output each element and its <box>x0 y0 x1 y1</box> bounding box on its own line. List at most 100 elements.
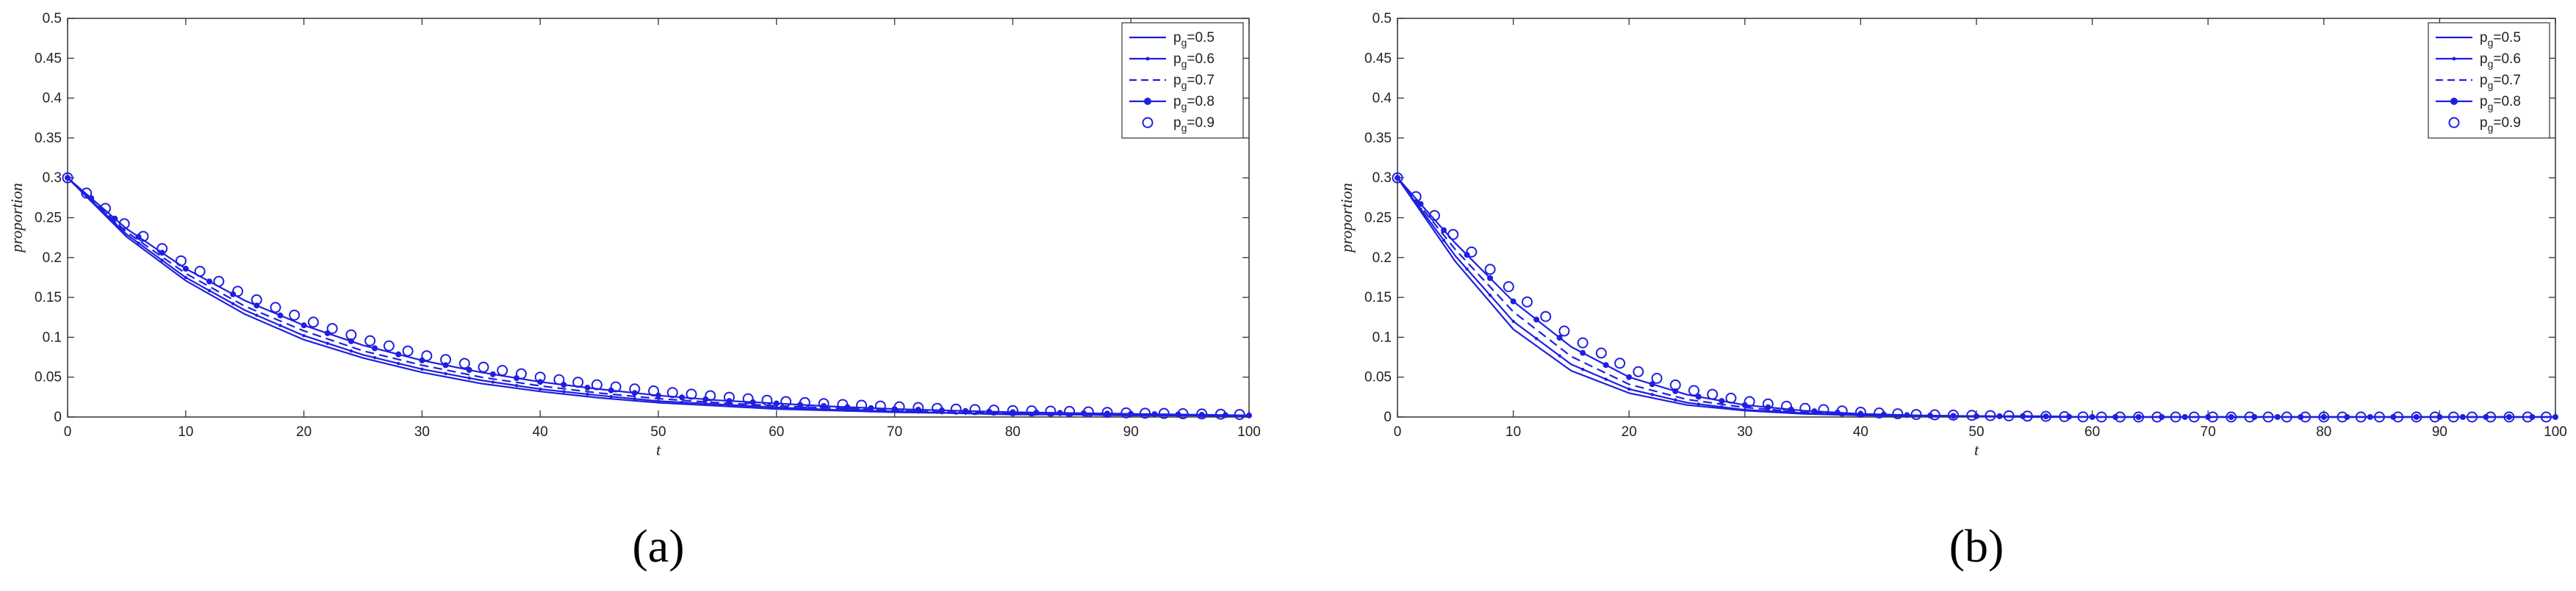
x-tick-label: 80 <box>2316 424 2331 440</box>
plot-area-frame <box>67 18 1250 418</box>
legend-item: pg=0.5 <box>1129 30 1215 48</box>
data-point-circle <box>1484 264 1496 275</box>
data-point-circle <box>2522 411 2533 423</box>
data-point-dot <box>1743 408 1746 412</box>
data-point-dot <box>633 397 637 401</box>
data-point-star <box>702 396 709 402</box>
data-point-circle <box>2095 411 2107 423</box>
x-tick-label: 100 <box>2544 424 2567 440</box>
data-point-circle <box>345 329 357 341</box>
data-point-circle <box>913 402 924 413</box>
data-point-circle <box>364 335 376 347</box>
data-point-circle <box>1158 407 1170 419</box>
data-point-circle <box>1503 281 1514 293</box>
series-line <box>1397 177 2555 418</box>
y-tick-label: 0.3 <box>43 170 62 186</box>
data-point-star <box>2505 414 2512 420</box>
data-point-dot <box>1697 402 1700 406</box>
legend-label-base: p <box>2480 73 2488 88</box>
data-point-star <box>2043 413 2049 420</box>
data-point-circle <box>1669 379 1681 391</box>
y-tick-label: 0.1 <box>1372 330 1392 345</box>
data-point-circle <box>2133 411 2145 423</box>
data-point-star <box>1950 413 1957 419</box>
data-point-dot <box>467 376 471 380</box>
legend-label: pg=0.7 <box>2480 73 2521 91</box>
data-point-circle <box>2226 411 2237 423</box>
data-point-dot <box>1674 398 1677 402</box>
data-point-circle <box>232 286 244 297</box>
data-point-circle <box>969 404 981 416</box>
data-point-circle <box>1910 409 1922 421</box>
data-point-star <box>1695 394 1702 400</box>
data-point-circle <box>1082 406 1094 418</box>
legend-label: pg=0.5 <box>2480 30 2521 48</box>
legend-label: pg=0.6 <box>2480 51 2521 70</box>
legend-item: pg=0.7 <box>2436 73 2521 91</box>
data-point-circle <box>1854 406 1866 418</box>
data-point-star <box>963 407 969 414</box>
series-point <box>65 176 1251 418</box>
data-point-circle <box>1633 366 1644 377</box>
data-point-star <box>1104 410 1111 417</box>
legend-label-subscript: g <box>2488 101 2494 112</box>
legend-label: pg=0.6 <box>1173 51 1215 70</box>
chart-panel-2: 0 10 20 30 40 50 60 70 80 90 100 0 0.05 0.1 0.15 0.2 0.2… <box>1337 11 2567 572</box>
data-point-star <box>277 312 284 319</box>
data-point-circle <box>2336 411 2348 423</box>
x-tick-label: 10 <box>1505 424 1521 440</box>
legend: pg=0.5pg=0.6pg=0.7pg=0.8pg=0.9 <box>1121 22 1244 139</box>
y-tick-label: 0 <box>1384 410 1392 425</box>
legend-label-base: p <box>2480 94 2488 109</box>
series-solid <box>1397 177 2555 418</box>
data-point-dot <box>704 402 708 405</box>
y-tick-label: 0.1 <box>43 330 62 345</box>
series-dashed <box>67 177 1249 416</box>
legend-label-subscript: g <box>1181 79 1187 91</box>
panel-label: (b) <box>1949 520 2004 572</box>
data-point-circle <box>742 393 754 405</box>
data-point-circle <box>1781 400 1793 412</box>
data-point-circle <box>2540 411 2552 423</box>
data-point-dot <box>609 394 613 399</box>
data-point-star <box>1580 349 1586 356</box>
data-point-dot <box>420 367 424 371</box>
data-point-circle <box>1651 372 1663 384</box>
data-point-dot <box>539 387 542 391</box>
data-point-circle <box>553 374 565 385</box>
x-tick-label: 100 <box>1237 424 1261 440</box>
data-point-circle <box>799 396 810 408</box>
legend-label-base: p <box>2480 115 2488 131</box>
legend-label-value: =0.5 <box>2493 30 2521 46</box>
data-point-dot <box>1627 387 1631 391</box>
data-point-circle <box>2355 411 2367 423</box>
data-point-star <box>915 407 921 413</box>
y-axis-label: proportion <box>1337 183 1356 254</box>
data-point-circle <box>1985 410 1996 421</box>
data-point-star <box>2320 414 2327 420</box>
x-tick-label: 10 <box>178 424 193 440</box>
data-point-circle <box>591 379 602 391</box>
data-point-dot <box>1465 267 1469 271</box>
data-point-dot <box>1580 367 1585 371</box>
x-tick-label: 70 <box>2201 424 2216 440</box>
data-point-circle <box>761 394 773 406</box>
legend-label: pg=0.8 <box>2480 94 2521 112</box>
data-point-circle <box>1522 296 1533 308</box>
data-point-circle <box>2281 411 2292 423</box>
data-point-circle <box>1707 388 1719 400</box>
series-solid <box>67 177 1250 417</box>
data-point-dot <box>1442 239 1446 242</box>
data-point-circle <box>1447 228 1459 240</box>
legend-label-base: p <box>1173 115 1181 131</box>
data-point-circle <box>666 387 678 399</box>
data-point-circle <box>383 340 395 352</box>
legend-label-subscript: g <box>1181 37 1187 48</box>
data-point-circle <box>856 399 868 411</box>
data-point-circle <box>2429 411 2441 423</box>
series-line <box>1397 177 2555 418</box>
data-point-star <box>1788 406 1794 413</box>
data-point-dot <box>325 341 329 345</box>
y-tick-label: 0.5 <box>43 11 62 26</box>
data-point-circle <box>1026 405 1037 417</box>
